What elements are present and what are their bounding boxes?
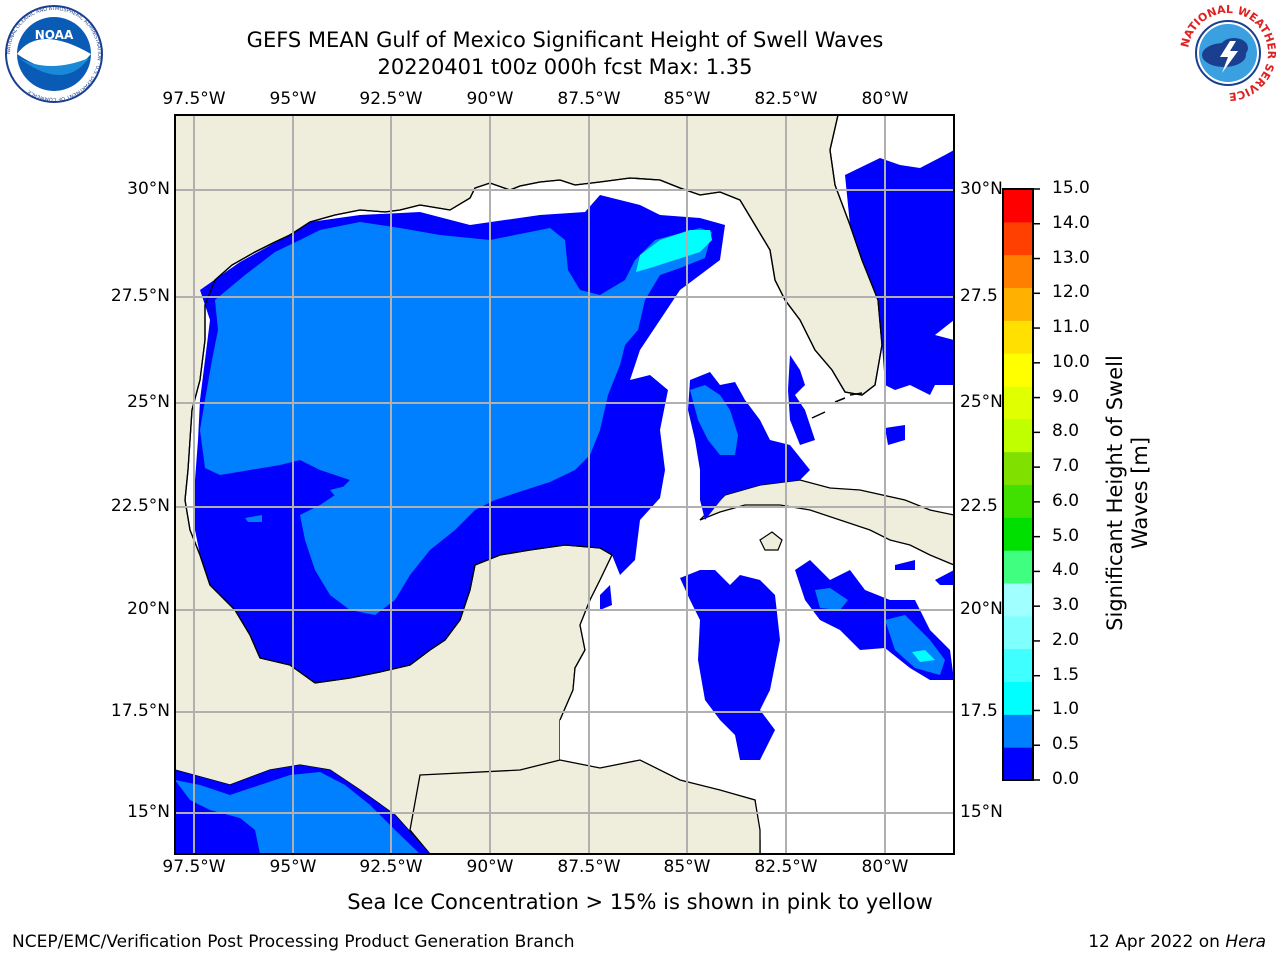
colorbar-tick-label: 6.0 <box>1052 490 1080 511</box>
colorbar-tick-label: 15.0 <box>1052 178 1090 198</box>
colorbar-segment <box>1003 583 1033 617</box>
lat-label-left: 22.5°N <box>110 496 170 516</box>
map-title: GEFS MEAN Gulf of Mexico Significant Hei… <box>246 28 884 52</box>
lon-label-bottom: 85°W <box>663 857 711 877</box>
colorbar-label: Significant Height of Swell Waves [m] <box>1088 355 1168 631</box>
colorbar-tick-label: 5.0 <box>1052 525 1080 546</box>
lon-label-top: 87.5°W <box>557 89 621 109</box>
lat-label-left: 20°N <box>127 599 170 619</box>
colorbar-tick-label: 9.0 <box>1052 386 1080 407</box>
lat-label-right: 20°N <box>960 599 1003 619</box>
colorbar-segment <box>1003 747 1033 781</box>
colorbar-segment <box>1003 287 1033 321</box>
colorbar-tick-label: 4.0 <box>1052 560 1080 581</box>
colorbar-segment <box>1003 221 1033 256</box>
colorbar-tick-label: 1.5 <box>1052 664 1080 685</box>
colorbar-tick-label: 0.5 <box>1052 734 1080 755</box>
colorbar-tick-label: 7.0 <box>1052 456 1080 477</box>
footer-date: 12 Apr 2022 on Hera <box>1088 932 1266 952</box>
colorbar-segment <box>1003 320 1033 354</box>
lon-label-top: 85°W <box>663 89 711 109</box>
lat-label-left: 27.5°N <box>110 286 170 306</box>
sea-ice-note: Sea Ice Concentration > 15% is shown in … <box>347 890 933 914</box>
lat-label-left: 15°N <box>127 802 170 822</box>
swell-field-1.0-1.5 <box>636 230 935 662</box>
colorbar-frame <box>1002 188 1034 781</box>
latitude-gridlines <box>175 189 954 814</box>
colorbar-label-line1: Significant Height of Swell <box>1103 355 1127 631</box>
lon-label-top: 95°W <box>269 89 317 109</box>
lat-label-left: 25°N <box>127 392 170 412</box>
colorbar-segment <box>1003 681 1033 715</box>
colorbar-segment <box>1003 517 1033 551</box>
colorbar-segment <box>1003 353 1033 387</box>
colorbar-segment <box>1003 484 1033 518</box>
map-frame <box>174 114 955 855</box>
lon-label-bottom: 97.5°W <box>162 857 226 877</box>
colorbar-segment <box>1003 714 1033 748</box>
colorbar-segment <box>1003 550 1033 584</box>
lon-label-top: 82.5°W <box>754 89 818 109</box>
lon-label-top: 92.5°W <box>359 89 423 109</box>
lon-label-bottom: 87.5°W <box>557 857 621 877</box>
lon-label-bottom: 82.5°W <box>754 857 818 877</box>
lat-label-right: 15°N <box>960 802 1003 822</box>
colorbar-tick-label: 10.0 <box>1052 351 1090 372</box>
colorbar-tick-label: 0.0 <box>1052 769 1080 789</box>
colorbar <box>1003 189 1033 781</box>
lon-label-top: 90°W <box>466 89 514 109</box>
lat-label-right: 17.5 <box>960 701 998 721</box>
colorbar-segment <box>1003 615 1033 650</box>
nws-logo: NATIONAL WEATHER SERVICE <box>1178 3 1278 103</box>
lon-label-bottom: 92.5°W <box>359 857 423 877</box>
colorbar-tick-label: 3.0 <box>1052 595 1080 616</box>
lat-label-right: 22.5 <box>960 496 998 516</box>
colorbar-tick-label: 13.0 <box>1052 247 1090 268</box>
lon-label-bottom: 80°W <box>861 857 909 877</box>
colorbar-segment <box>1003 451 1033 485</box>
footer-host: Hera <box>1225 932 1266 952</box>
lon-label-bottom: 90°W <box>466 857 514 877</box>
colorbar-segment <box>1003 189 1033 223</box>
footer-credit: NCEP/EMC/Verification Post Processing Pr… <box>12 932 575 952</box>
lon-label-bottom: 95°W <box>269 857 317 877</box>
colorbar-tick-label: 12.0 <box>1052 282 1090 303</box>
colorbar-tick-label: 1.0 <box>1052 699 1080 720</box>
colorbar-segment <box>1003 254 1033 288</box>
lat-label-left: 17.5°N <box>110 701 170 721</box>
colorbar-tick-label: 8.0 <box>1052 421 1080 442</box>
map-subtitle: 20220401 t00z 000h fcst Max: 1.35 <box>377 55 753 79</box>
colorbar-label-line2: Waves [m] <box>1128 436 1152 550</box>
lat-label-left: 30°N <box>127 179 170 199</box>
lon-label-top: 80°W <box>861 89 909 109</box>
colorbar-segment <box>1003 418 1033 453</box>
colorbar-segment <box>1003 648 1033 682</box>
lat-label-right: 25°N <box>960 392 1003 412</box>
noaa-logo: NOAA NATIONAL OCEANIC AND ATMOSPHERIC AD… <box>4 4 104 104</box>
lat-label-right: 30°N <box>960 179 1003 199</box>
lat-label-right: 27.5 <box>960 286 998 306</box>
colorbar-tick-label: 2.0 <box>1052 629 1080 650</box>
colorbar-tick-label: 11.0 <box>1052 317 1090 338</box>
lon-label-top: 97.5°W <box>162 89 226 109</box>
colorbar-tick-label: 14.0 <box>1052 212 1090 233</box>
noaa-logo-text: NOAA <box>35 28 74 42</box>
footer-date-text: 12 Apr 2022 on <box>1088 932 1226 952</box>
colorbar-segment <box>1003 386 1033 420</box>
longitude-gridlines <box>193 115 886 854</box>
